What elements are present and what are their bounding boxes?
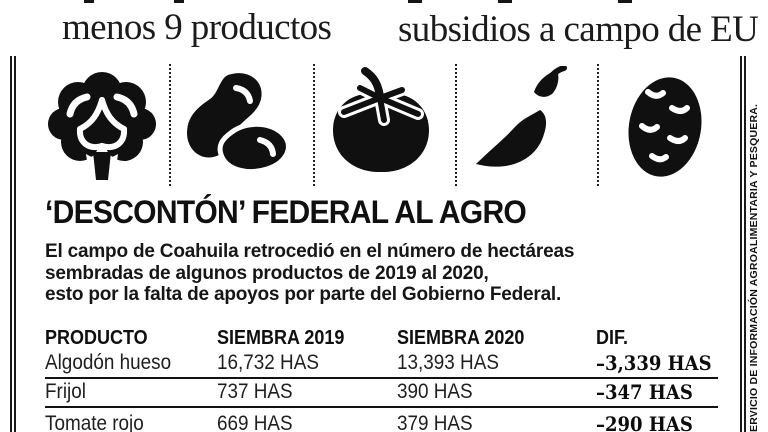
cotton-icon — [38, 66, 164, 188]
infographic-body: El campo de Coahuila retrocedió en el nú… — [45, 241, 574, 306]
cropped-headline-remnant — [174, 0, 184, 3]
headline-left: menos 9 productos — [62, 7, 332, 48]
tomato-icon — [318, 66, 444, 188]
left-frame-rule — [10, 56, 12, 432]
cell-producto: Algodón hueso — [45, 351, 172, 374]
source-credit: ERVICIO DE INFORMACIÓN AGROALIMENTARIA Y… — [748, 103, 760, 432]
siembra-table: PRODUCTO SIEMBRA 2019 SIEMBRA 2020 DIF. … — [45, 326, 718, 432]
cell-siembra-2020: 379 HAS — [397, 412, 473, 432]
icon-separator — [455, 64, 457, 186]
cell-siembra-2020: 390 HAS — [397, 380, 473, 403]
cell-dif: –290 HAS — [596, 412, 693, 432]
right-frame-rule — [744, 56, 746, 432]
cropped-headline-remnant — [618, 0, 632, 3]
col-header-dif: DIF. — [596, 327, 629, 349]
cell-siembra-2019: 669 HAS — [217, 412, 293, 432]
icon-separator — [597, 64, 599, 186]
cropped-headline-remnant — [498, 0, 512, 3]
body-line: sembradas de algunos productos de 2019 a… — [45, 262, 489, 284]
right-frame-rule — [740, 56, 742, 432]
col-header-siembra-2020: SIEMBRA 2020 — [397, 327, 525, 349]
potato-icon — [602, 66, 728, 188]
cell-siembra-2020: 13,393 HAS — [397, 351, 499, 374]
cell-producto: Tomate rojo — [45, 412, 144, 432]
cell-producto: Frijol — [45, 380, 86, 403]
icon-separator — [313, 64, 315, 186]
body-line: esto por la falta de apoyos por parte de… — [45, 284, 562, 305]
cropped-headline-remnant — [84, 0, 94, 3]
cropped-headline-remnant — [408, 0, 422, 3]
body-line: El campo de Coahuila retrocedió en el nú… — [45, 241, 575, 262]
beans-icon — [176, 66, 302, 188]
col-header-producto: PRODUCTO — [45, 327, 148, 349]
cell-dif: –3,339 HAS — [596, 351, 712, 375]
headline-right: subsidios a campo de EU — [398, 9, 759, 50]
infographic-title: ‘DESCONTÓN’ FEDERAL AL AGRO — [45, 194, 527, 230]
cell-siembra-2019: 16,732 HAS — [217, 351, 319, 374]
col-header-siembra-2019: SIEMBRA 2019 — [217, 327, 345, 349]
chili-pepper-icon — [460, 66, 586, 188]
table-row: Algodón hueso 16,732 HAS 13,393 HAS –3,3… — [45, 350, 718, 379]
left-frame-rule — [14, 56, 16, 432]
icon-separator — [169, 64, 171, 186]
table-row: Tomate rojo 669 HAS 379 HAS –290 HAS — [45, 408, 718, 432]
table-row: Frijol 737 HAS 390 HAS –347 HAS — [45, 379, 718, 408]
cell-siembra-2019: 737 HAS — [217, 380, 293, 403]
table-header-row: PRODUCTO SIEMBRA 2019 SIEMBRA 2020 DIF. — [45, 326, 718, 350]
cell-dif: –347 HAS — [596, 380, 693, 404]
